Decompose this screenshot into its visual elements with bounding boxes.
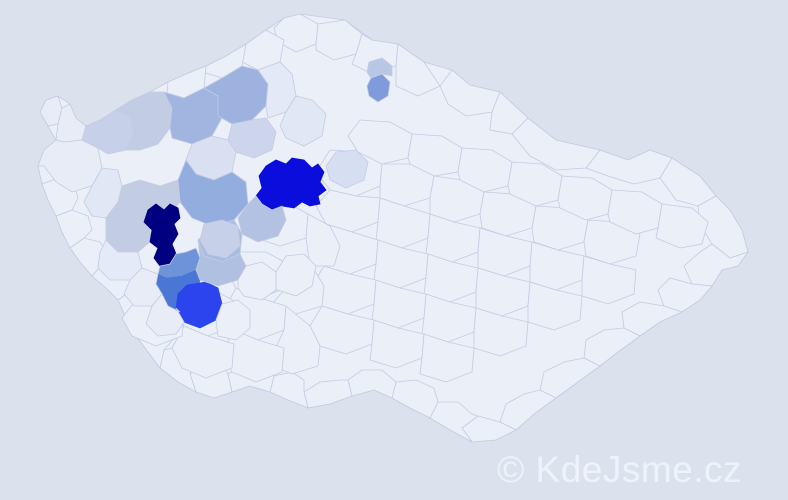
- district-karlovy-vary: [115, 91, 173, 151]
- district: [477, 227, 533, 277]
- copyright-icon: ©: [497, 449, 525, 490]
- district: [421, 293, 477, 343]
- district: [457, 147, 513, 193]
- district: [475, 267, 531, 317]
- district: [273, 13, 319, 53]
- district-north-small-blue: [366, 73, 391, 103]
- northern-districts: [127, 13, 441, 115]
- district: [171, 325, 235, 379]
- district: [315, 19, 363, 61]
- district: [527, 281, 583, 331]
- district: [583, 327, 641, 367]
- district-susice: [175, 281, 223, 329]
- district: [621, 301, 684, 337]
- district-rokycany: [237, 195, 287, 243]
- watermark: © KdeJsme.cz: [497, 449, 742, 491]
- district: [539, 357, 601, 399]
- district: [303, 379, 353, 409]
- district: [145, 293, 185, 337]
- district: [607, 189, 663, 235]
- district: [683, 243, 750, 287]
- district: [657, 277, 713, 313]
- district: [511, 117, 601, 171]
- district: [581, 255, 637, 305]
- district: [275, 253, 317, 297]
- district: [655, 203, 709, 249]
- district: [489, 91, 529, 135]
- district: [269, 371, 309, 409]
- district: [439, 69, 501, 117]
- district: [315, 189, 381, 233]
- district: [305, 213, 341, 267]
- district: [391, 379, 439, 419]
- district: [425, 213, 481, 263]
- district: [347, 369, 397, 399]
- district: [369, 319, 425, 369]
- district-blovice: [199, 219, 241, 259]
- district: [371, 279, 427, 329]
- district: [407, 133, 463, 177]
- watermark-text: KdeJsme.cz: [535, 449, 743, 490]
- district: [529, 241, 585, 291]
- district-layer: [37, 13, 750, 443]
- district: [429, 401, 479, 443]
- eastern-districts: [41, 69, 750, 443]
- district: [55, 209, 93, 249]
- district: [215, 299, 251, 341]
- district: [375, 197, 431, 249]
- district: [395, 43, 441, 97]
- district-rakovnik: [279, 95, 327, 147]
- district: [347, 119, 413, 165]
- district-north-pale: [366, 57, 393, 79]
- district: [473, 307, 529, 357]
- district-kralupy: [325, 149, 369, 189]
- district-domazlice: [143, 203, 181, 267]
- district: [507, 161, 563, 207]
- district: [83, 167, 123, 219]
- district-plzen-mesto: [255, 157, 327, 211]
- district: [499, 389, 557, 431]
- district: [423, 253, 479, 303]
- district: [373, 239, 429, 289]
- district: [419, 333, 475, 383]
- district: [557, 175, 613, 221]
- district-cheb: [37, 139, 103, 193]
